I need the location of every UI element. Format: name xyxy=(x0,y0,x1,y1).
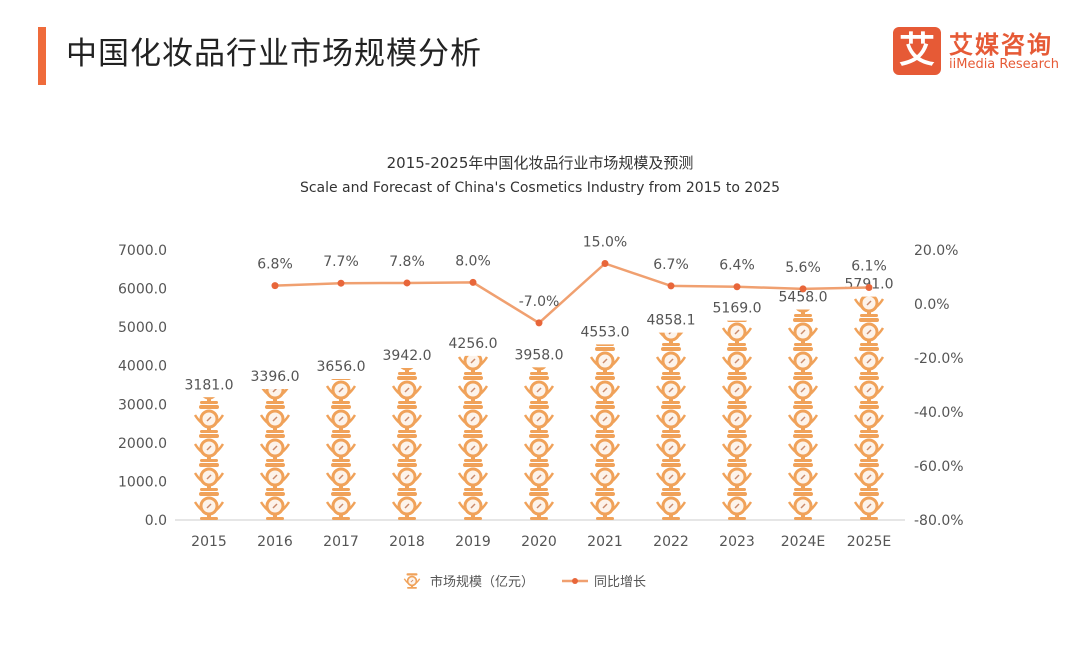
left-tick-label: 1000.0 xyxy=(118,474,167,490)
right-tick-label: -20.0% xyxy=(914,351,964,367)
left-tick-label: 4000.0 xyxy=(118,359,167,375)
left-tick-label: 3000.0 xyxy=(118,397,167,413)
left-tick-label: 7000.0 xyxy=(118,243,167,259)
x-tick-label: 2017 xyxy=(323,534,359,550)
bar-2025E xyxy=(853,296,885,520)
bar-2018 xyxy=(391,367,423,520)
x-tick-label: 2019 xyxy=(455,534,491,550)
growth-point xyxy=(403,279,411,287)
logo-name-en: iiMedia Research xyxy=(949,57,1060,72)
growth-value-label: 7.7% xyxy=(323,254,359,270)
bar-value-label: 3958.0 xyxy=(515,347,564,363)
bar-value-label: 3656.0 xyxy=(317,359,366,375)
bar-2024E xyxy=(787,309,819,520)
growth-point xyxy=(469,278,477,286)
left-tick-label: 5000.0 xyxy=(118,320,167,336)
growth-value-label: 6.4% xyxy=(719,258,755,274)
right-tick-label: -40.0% xyxy=(914,405,964,421)
logo: 艾 艾媒咨询 iiMedia Research xyxy=(893,27,1073,79)
bar-2023 xyxy=(721,320,753,520)
growth-value-label: 8.0% xyxy=(455,253,491,269)
growth-point xyxy=(271,282,279,290)
growth-value-label: 15.0% xyxy=(583,235,627,251)
bar-value-label: 3396.0 xyxy=(251,369,300,385)
bar-2017 xyxy=(325,378,357,520)
x-tick-label: 2022 xyxy=(653,534,689,550)
chart-subtitle: Scale and Forecast of China's Cosmetics … xyxy=(299,180,781,196)
left-tick-label: 2000.0 xyxy=(118,436,167,452)
right-tick-label: -60.0% xyxy=(914,459,964,475)
left-tick-label: 6000.0 xyxy=(118,282,167,298)
page-title: 中国化妆品行业市场规模分析 xyxy=(66,36,482,72)
growth-point xyxy=(601,260,609,267)
bar-value-label: 4256.0 xyxy=(449,336,498,352)
x-tick-label: 2023 xyxy=(719,534,755,550)
growth-value-label: 6.8% xyxy=(257,257,293,273)
growth-value-label: 6.1% xyxy=(851,259,887,275)
growth-value-label: -7.0% xyxy=(519,294,560,310)
growth-point xyxy=(799,285,807,293)
bar-value-label: 3181.0 xyxy=(185,377,234,393)
x-tick-label: 2025E xyxy=(847,534,891,550)
left-tick-label: 0.0 xyxy=(145,513,167,529)
title-accent-bar xyxy=(38,27,46,85)
right-tick-label: 20.0% xyxy=(914,243,958,259)
right-tick-label: -80.0% xyxy=(914,513,964,529)
growth-value-label: 5.6% xyxy=(785,260,821,276)
growth-point xyxy=(337,279,345,287)
x-tick-label: 2020 xyxy=(521,534,557,550)
x-tick-label: 2024E xyxy=(781,534,825,550)
legend-bar-icon xyxy=(403,573,421,589)
x-tick-label: 2018 xyxy=(389,534,425,550)
logo-mark: 艾 xyxy=(893,27,941,75)
bar-2016 xyxy=(259,389,291,520)
bar-2015 xyxy=(193,397,225,520)
growth-point xyxy=(865,284,873,292)
legend xyxy=(403,573,588,589)
bar-2022 xyxy=(655,332,687,520)
bar-value-label: 3942.0 xyxy=(383,348,432,364)
x-tick-label: 2016 xyxy=(257,534,293,550)
growth-point xyxy=(667,282,675,290)
bar-value-label: 4553.0 xyxy=(581,324,630,340)
growth-point xyxy=(535,319,543,327)
bar-value-label: 5458.0 xyxy=(779,289,828,305)
growth-line xyxy=(274,262,870,325)
x-tick-label: 2015 xyxy=(191,534,227,550)
growth-value-label: 6.7% xyxy=(653,257,689,273)
growth-value-label: 7.8% xyxy=(389,254,425,270)
bar-value-label: 4858.1 xyxy=(647,313,696,329)
legend-line-label: 同比增长 xyxy=(594,575,646,590)
bar-2021 xyxy=(589,344,621,520)
bar-value-label: 5169.0 xyxy=(713,301,762,317)
legend-line-point xyxy=(572,578,578,584)
chart-title: 2015-2025年中国化妆品行业市场规模及预测 xyxy=(386,154,694,172)
bar-2020 xyxy=(523,367,555,520)
growth-point xyxy=(733,283,741,291)
logo-name-cn: 艾媒咨询 xyxy=(949,31,1053,59)
legend-bar-label: 市场规模（亿元） xyxy=(430,574,534,590)
x-tick-label: 2021 xyxy=(587,534,623,550)
right-tick-label: 0.0% xyxy=(914,297,950,313)
bar-2019 xyxy=(457,355,489,520)
